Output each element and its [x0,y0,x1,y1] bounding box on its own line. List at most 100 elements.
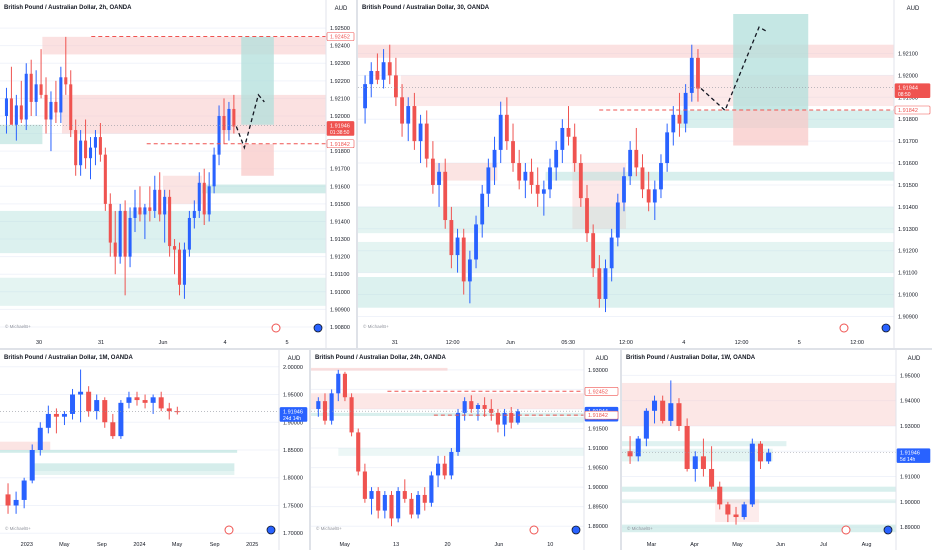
p1m-chart-svg[interactable]: 2.00000 1.95000 1.90000 1.85000 1.80000 1.750… [0,350,309,550]
p30-chart-svg[interactable]: 1.92100 1.92000 1.91900 1.91800 1.91700 1.916… [358,0,932,348]
supply-zone [42,36,326,55]
candle-body [389,494,394,519]
currency-label[interactable]: AUD [596,356,609,362]
flag-icon[interactable] [266,525,276,535]
p1w-chart-svg[interactable]: 1.950001.940001.930001.920001.910001.900… [622,350,932,550]
event-marker-icon[interactable] [529,525,539,535]
price-tick-label: 1.91100 [330,272,349,278]
currency-label[interactable]: AUD [335,6,348,12]
candle-body [44,94,48,120]
candle-body [381,62,386,80]
price-tick-label: 1.89000 [900,525,920,531]
price-tick-label: 1.91800 [330,149,350,155]
candle-body [232,108,236,127]
candle-body [13,499,19,506]
flag-icon[interactable] [571,525,581,535]
event-marker-icon[interactable] [224,525,234,535]
candle-body [560,127,565,150]
price-tag[interactable] [326,32,355,41]
candle-body [118,402,124,437]
event-marker-icon[interactable] [271,323,281,333]
price-tag[interactable] [584,410,619,420]
chart-panel-1w[interactable]: 1.950001.940001.930001.920001.910001.900… [622,350,932,550]
currency-label[interactable]: AUD [288,356,301,362]
p2h-chart-svg[interactable]: 1.92500 1.92400 1.92300 1.92200 1.92100 1.920… [0,0,356,348]
price-tag[interactable] [326,139,355,149]
price-axis[interactable] [279,350,309,550]
candle-body [128,217,132,257]
candle-body [700,456,706,469]
candle-body [143,207,147,215]
price-tick-label: 1.89500 [588,505,608,511]
panel-divider-horizontal[interactable] [0,348,932,350]
candle-body [148,207,152,211]
price-tag-countdown: 24d 14h [283,416,301,422]
chart-title: British Pound / Australian Dollar, 30, O… [362,5,490,11]
price-tag[interactable] [326,121,355,136]
candle-body [502,412,507,425]
candle-body [665,132,670,164]
chart-panel-30m[interactable]: 1.92100 1.92000 1.91900 1.91800 1.91700 1.916… [358,0,932,348]
time-tick-label: May [732,542,743,548]
candle-body [153,189,157,211]
price-tick-label: 1.91000 [898,293,918,299]
event-marker-icon[interactable] [841,525,851,535]
currency-label[interactable]: AUD [907,6,920,12]
price-axis[interactable] [584,350,620,550]
panel-divider-top[interactable] [356,0,358,348]
event-marker-icon[interactable] [839,323,849,333]
time-tick-label: 12:00 [850,340,864,346]
flag-icon[interactable] [883,525,893,535]
time-tick-label: 31 [392,340,398,346]
candle-body [4,98,9,116]
candle-body [34,84,38,102]
price-tag[interactable] [894,83,931,98]
time-tick-label: Sep [97,542,107,548]
price-tick-label: 1.91700 [898,139,918,145]
price-tick-label: 1.92200 [330,79,350,85]
watermark: © MichaelB+ [316,525,342,531]
candle-body [449,451,454,476]
price-tag[interactable] [896,448,931,463]
candle-body [54,101,58,113]
time-tick-label: 12:00 [446,340,460,346]
price-axis[interactable] [894,0,932,348]
demand-zone [358,241,894,273]
price-axis[interactable] [326,0,356,348]
candle-body [635,438,641,457]
price-tag[interactable] [279,407,308,422]
demand-zone [622,486,896,492]
candle-body [469,401,474,409]
candle-body [523,171,528,181]
candle-body [609,237,614,269]
panel-divider-bottom-left[interactable] [309,350,311,550]
flag-icon[interactable] [881,323,891,333]
price-tick-label: 1.91000 [900,475,920,481]
price-tag[interactable] [894,105,931,115]
candle-body [19,105,23,120]
supply-zone [358,44,894,58]
currency-label[interactable]: AUD [908,356,921,362]
price-tag-value: 1.91946 [900,451,920,457]
chart-title: British Pound / Australian Dollar, 24h, … [315,355,446,361]
candle-body [591,233,596,269]
candle-body [108,203,112,243]
candle-body [424,123,429,159]
chart-panel-1m[interactable]: 2.00000 1.95000 1.90000 1.85000 1.80000 1.750… [0,350,309,550]
price-tag[interactable] [584,386,619,396]
chart-panel-24h[interactable]: 1.930001.925001.920001.915001.910001.905… [311,350,620,550]
price-tick-label: 1.91600 [898,161,918,167]
flag-icon[interactable] [313,323,323,333]
candle-body [717,486,723,505]
demand-zone [622,448,773,462]
candle-body [126,397,132,403]
price-tick-label: 1.91400 [898,205,918,211]
candle-body [163,196,167,215]
watermark: © MichaelB+ [363,323,389,329]
candle-body [646,189,651,203]
p24h-chart-svg[interactable]: 1.930001.925001.920001.915001.910001.905… [311,350,620,550]
chart-panel-2h[interactable]: 1.92500 1.92400 1.92300 1.92200 1.92100 1.920… [0,0,356,348]
panel-divider-bottom-right[interactable] [620,350,622,550]
candle-body [634,149,639,168]
candle-body [123,210,127,257]
